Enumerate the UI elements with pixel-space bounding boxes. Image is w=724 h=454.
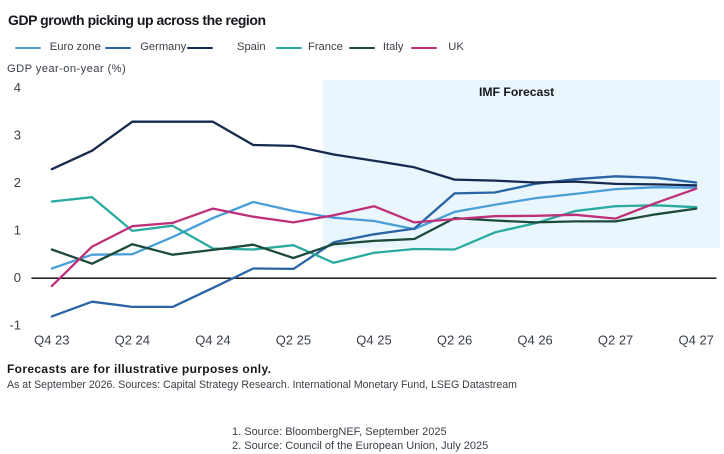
svg-text:Q4 25: Q4 25 — [356, 332, 391, 347]
svg-text:IMF Forecast: IMF Forecast — [479, 85, 554, 99]
svg-text:Q2 26: Q2 26 — [437, 332, 472, 347]
svg-text:Q2 24: Q2 24 — [115, 332, 150, 347]
svg-text:Q2 25: Q2 25 — [276, 332, 311, 347]
svg-text:-1: -1 — [9, 318, 21, 333]
svg-text:Q4 23: Q4 23 — [34, 332, 69, 347]
svg-text:Q2 27: Q2 27 — [598, 332, 633, 347]
svg-text:0: 0 — [14, 270, 21, 285]
svg-text:Q4 27: Q4 27 — [678, 332, 713, 347]
svg-text:Q4 26: Q4 26 — [517, 332, 552, 347]
svg-text:3: 3 — [14, 128, 21, 143]
svg-text:4: 4 — [14, 80, 21, 95]
svg-text:2: 2 — [14, 175, 21, 190]
svg-text:Q4 24: Q4 24 — [195, 332, 230, 347]
svg-text:1: 1 — [14, 223, 21, 238]
